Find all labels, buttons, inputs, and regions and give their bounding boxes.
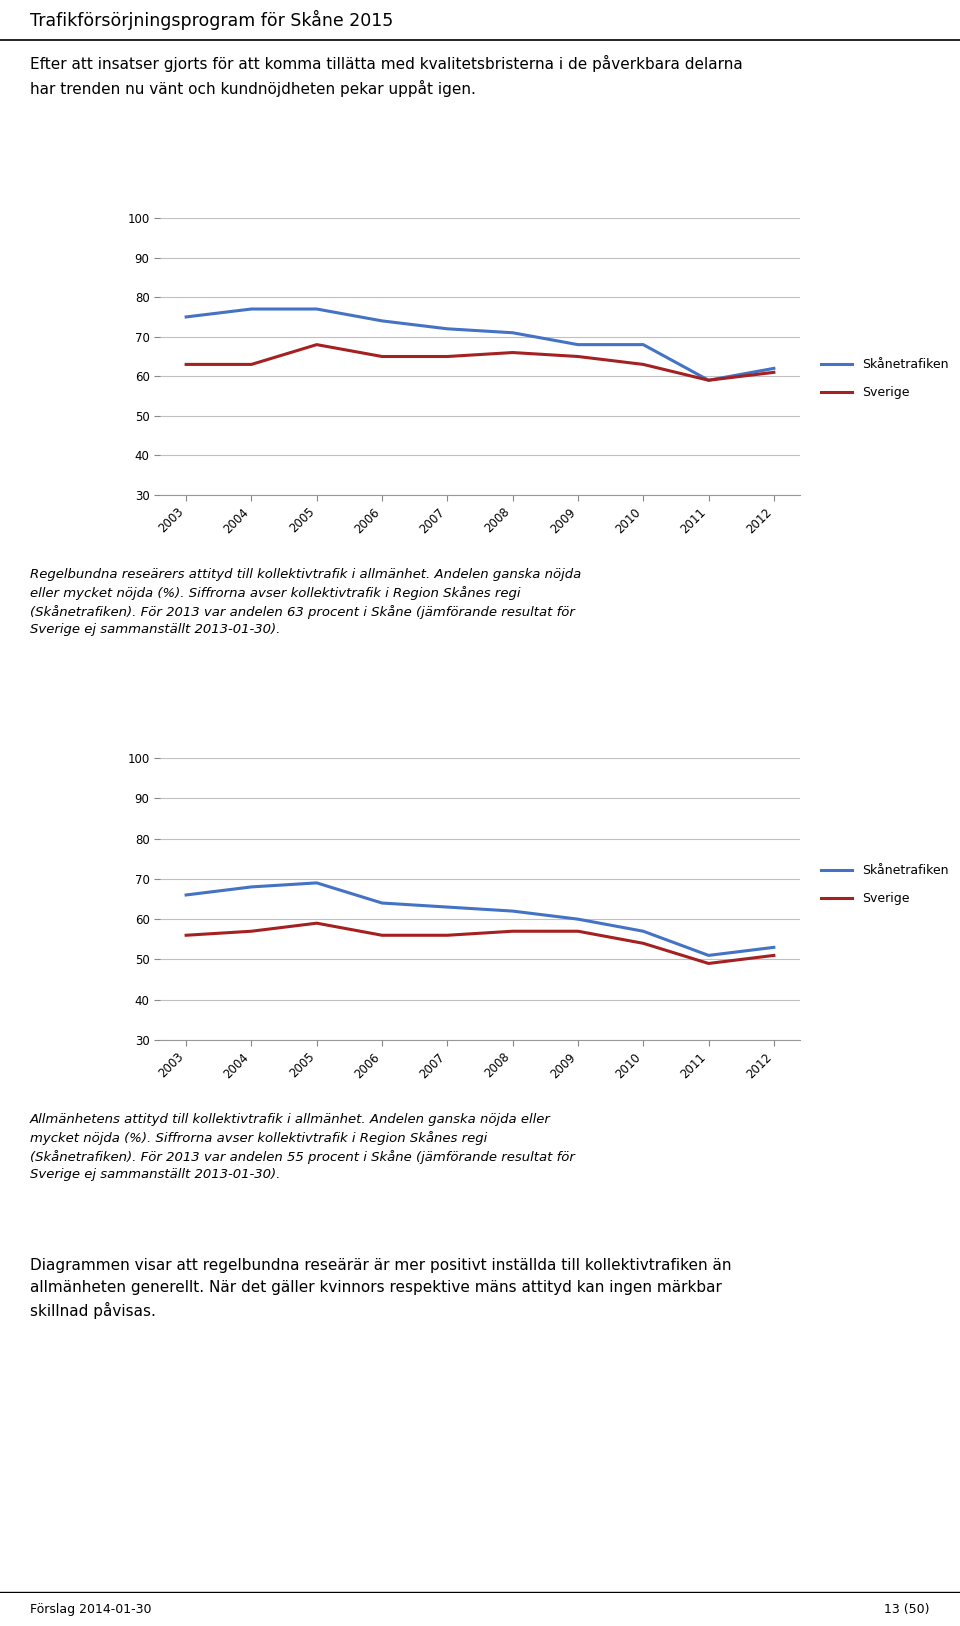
Text: Förslag 2014-01-30: Förslag 2014-01-30 bbox=[30, 1603, 152, 1616]
Legend: Skånetrafiken, Sverige: Skånetrafiken, Sverige bbox=[816, 860, 953, 911]
Text: Trafikförsörjningsprogram för Skåne 2015: Trafikförsörjningsprogram för Skåne 2015 bbox=[30, 10, 394, 29]
Text: Allmänhetens attityd till kollektivtrafik i allmänhet. Andelen ganska nöjda elle: Allmänhetens attityd till kollektivtrafi… bbox=[30, 1114, 575, 1182]
Text: Diagrammen visar att regelbundna reseärär är mer positivt inställda till kollekt: Diagrammen visar att regelbundna reseärä… bbox=[30, 1259, 732, 1319]
Text: 13 (50): 13 (50) bbox=[884, 1603, 930, 1616]
Text: Regelbundna reseärers attityd till kollektivtrafik i allmänhet. Andelen ganska n: Regelbundna reseärers attityd till kolle… bbox=[30, 567, 581, 636]
Legend: Skånetrafiken, Sverige: Skånetrafiken, Sverige bbox=[816, 353, 953, 405]
Text: Efter att insatser gjorts för att komma tillätta med kvalitetsbristerna i de påv: Efter att insatser gjorts för att komma … bbox=[30, 55, 743, 96]
